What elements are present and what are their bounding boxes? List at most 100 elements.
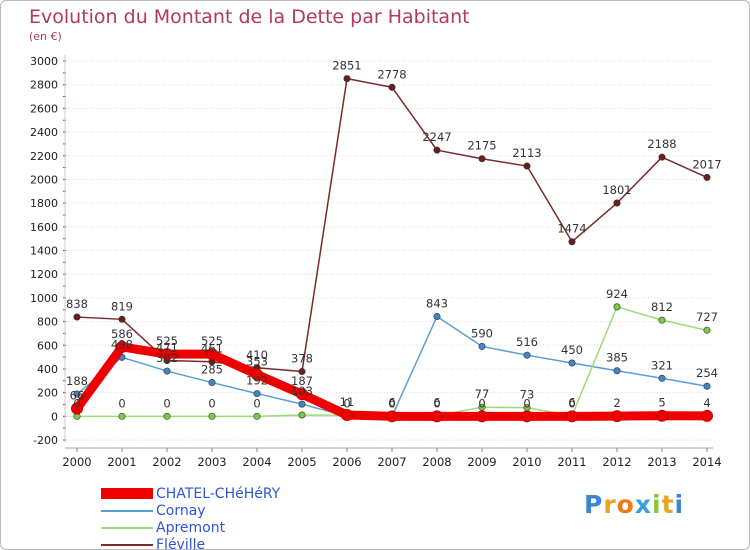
logo-letter: t xyxy=(661,490,675,519)
y-tick-label: 3000 xyxy=(30,55,58,68)
x-tick-label: 2010 xyxy=(512,455,541,469)
data-label: 285 xyxy=(201,363,223,377)
data-label: 812 xyxy=(651,300,673,314)
data-label: 2778 xyxy=(377,67,406,81)
x-tick-label: 2001 xyxy=(107,455,136,469)
y-tick-label: 800 xyxy=(37,316,58,329)
logo-letter: P xyxy=(584,490,604,519)
x-tick-label: 2008 xyxy=(422,455,451,469)
data-label: 4 xyxy=(703,396,710,410)
data-label: 0 xyxy=(523,396,530,410)
chart-title: Evolution du Montant de la Dette par Hab… xyxy=(29,6,470,28)
x-tick-label: 2006 xyxy=(332,455,361,469)
data-label: 6 xyxy=(568,396,575,410)
data-label: 353 xyxy=(246,355,268,369)
data-point xyxy=(71,402,83,415)
data-label: 525 xyxy=(201,334,223,348)
data-label: 0 xyxy=(568,396,575,410)
data-label: 590 xyxy=(471,326,493,340)
series-line-3 xyxy=(76,77,708,373)
data-label: 461 xyxy=(201,342,223,356)
data-label: 0 xyxy=(163,396,170,410)
data-label: 0 xyxy=(253,396,260,410)
data-label: 819 xyxy=(111,299,133,313)
data-label: 188 xyxy=(66,374,88,388)
data-point xyxy=(523,351,531,359)
data-label: 1801 xyxy=(602,183,631,197)
y-tick-label: 600 xyxy=(37,339,58,352)
y-tick-label: 2200 xyxy=(30,150,58,163)
legend-label: CHATEL-CHéHéRY xyxy=(156,485,281,502)
data-point xyxy=(118,315,126,323)
x-tick-label: 2009 xyxy=(467,455,496,469)
data-point xyxy=(341,409,353,422)
data-label: 321 xyxy=(651,358,673,372)
data-label: 66 xyxy=(70,388,85,402)
data-label: 0 xyxy=(478,396,485,410)
data-point xyxy=(296,388,308,401)
data-point xyxy=(73,313,81,321)
x-tick-label: 2002 xyxy=(152,455,181,469)
y-tick-label: 1800 xyxy=(30,197,58,210)
data-label: 385 xyxy=(606,351,628,365)
data-label: 525 xyxy=(156,334,178,348)
x-tick-label: 2005 xyxy=(287,455,316,469)
data-point xyxy=(116,340,128,353)
data-label: 378 xyxy=(291,352,313,366)
data-label: 2247 xyxy=(422,130,451,144)
data-label: 0 xyxy=(343,396,350,410)
data-point xyxy=(253,412,261,420)
data-point xyxy=(656,409,668,422)
data-point xyxy=(566,410,578,423)
data-point xyxy=(611,410,623,423)
data-point xyxy=(478,155,486,163)
data-point xyxy=(253,390,261,398)
legend-label: Cornay xyxy=(156,502,206,519)
data-point xyxy=(163,412,171,420)
y-tick-label: 2600 xyxy=(30,102,58,115)
data-label: 0 xyxy=(208,396,215,410)
data-label: 2851 xyxy=(332,59,361,73)
data-point xyxy=(298,411,306,419)
data-label: 410 xyxy=(246,348,268,362)
y-tick-label: 2400 xyxy=(30,126,58,139)
legend-swatch xyxy=(101,509,153,512)
data-point xyxy=(118,412,126,420)
data-label: 103 xyxy=(291,384,313,398)
data-label: 2017 xyxy=(692,157,721,171)
data-label: 471 xyxy=(156,341,178,355)
proxiti-logo: ProxitiProxiti xyxy=(584,490,684,519)
data-point xyxy=(613,199,621,207)
data-label: 2 xyxy=(613,396,620,410)
data-label: 73 xyxy=(520,388,535,402)
data-label: 924 xyxy=(606,287,628,301)
logo-letter: i xyxy=(674,490,685,519)
data-label: 11 xyxy=(340,395,355,409)
y-tick-label: -200 xyxy=(33,434,58,447)
data-label: 192 xyxy=(246,374,268,388)
data-label: 586 xyxy=(111,327,133,341)
data-point xyxy=(478,342,486,350)
data-label: 2188 xyxy=(647,137,676,151)
data-point xyxy=(658,374,666,382)
data-label: 498 xyxy=(111,337,133,351)
legend-item: CHATEL-CHéHéRY xyxy=(101,485,280,502)
data-point xyxy=(298,400,306,408)
data-label: 2113 xyxy=(512,146,541,160)
data-label: 0 xyxy=(388,396,395,410)
data-point xyxy=(163,367,171,375)
data-point xyxy=(568,238,576,246)
data-point xyxy=(658,316,666,324)
data-point xyxy=(431,410,443,423)
data-label: 77 xyxy=(475,387,490,401)
data-label: 6 xyxy=(433,396,440,410)
logo-letter: o xyxy=(616,490,635,519)
legend: CHATEL-CHéHéRY Cornay Apremont Fléville xyxy=(101,485,280,549)
y-tick-label: 1400 xyxy=(30,245,58,258)
data-point xyxy=(703,326,711,334)
data-label: 6 xyxy=(388,396,395,410)
x-tick-label: 2000 xyxy=(62,455,91,469)
x-tick-label: 2004 xyxy=(242,455,271,469)
data-point xyxy=(388,83,396,91)
